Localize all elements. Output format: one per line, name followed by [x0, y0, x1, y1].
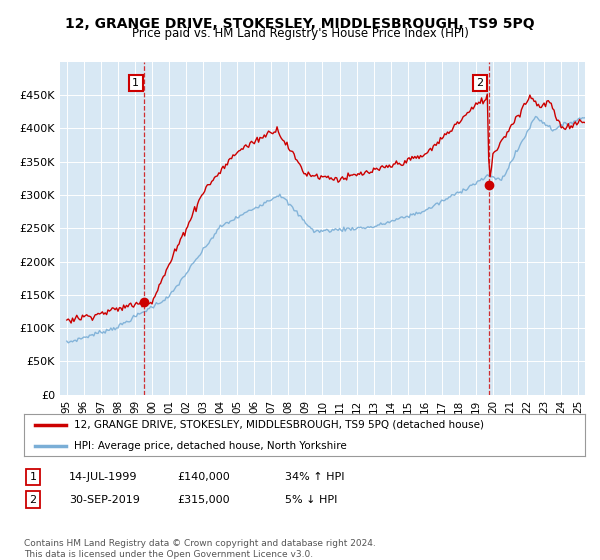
- Text: 1: 1: [132, 78, 139, 88]
- Text: £315,000: £315,000: [177, 494, 230, 505]
- Text: 2: 2: [476, 78, 484, 88]
- Text: 2: 2: [29, 494, 37, 505]
- Text: 12, GRANGE DRIVE, STOKESLEY, MIDDLESBROUGH, TS9 5PQ (detached house): 12, GRANGE DRIVE, STOKESLEY, MIDDLESBROU…: [74, 420, 484, 430]
- Text: 1: 1: [29, 472, 37, 482]
- Text: 14-JUL-1999: 14-JUL-1999: [69, 472, 137, 482]
- Text: Contains HM Land Registry data © Crown copyright and database right 2024.
This d: Contains HM Land Registry data © Crown c…: [24, 539, 376, 559]
- Text: Price paid vs. HM Land Registry's House Price Index (HPI): Price paid vs. HM Land Registry's House …: [131, 27, 469, 40]
- Text: 34% ↑ HPI: 34% ↑ HPI: [285, 472, 344, 482]
- Text: HPI: Average price, detached house, North Yorkshire: HPI: Average price, detached house, Nort…: [74, 441, 347, 451]
- Text: 12, GRANGE DRIVE, STOKESLEY, MIDDLESBROUGH, TS9 5PQ: 12, GRANGE DRIVE, STOKESLEY, MIDDLESBROU…: [65, 17, 535, 31]
- Text: £140,000: £140,000: [177, 472, 230, 482]
- Text: 30-SEP-2019: 30-SEP-2019: [69, 494, 140, 505]
- Text: 5% ↓ HPI: 5% ↓ HPI: [285, 494, 337, 505]
